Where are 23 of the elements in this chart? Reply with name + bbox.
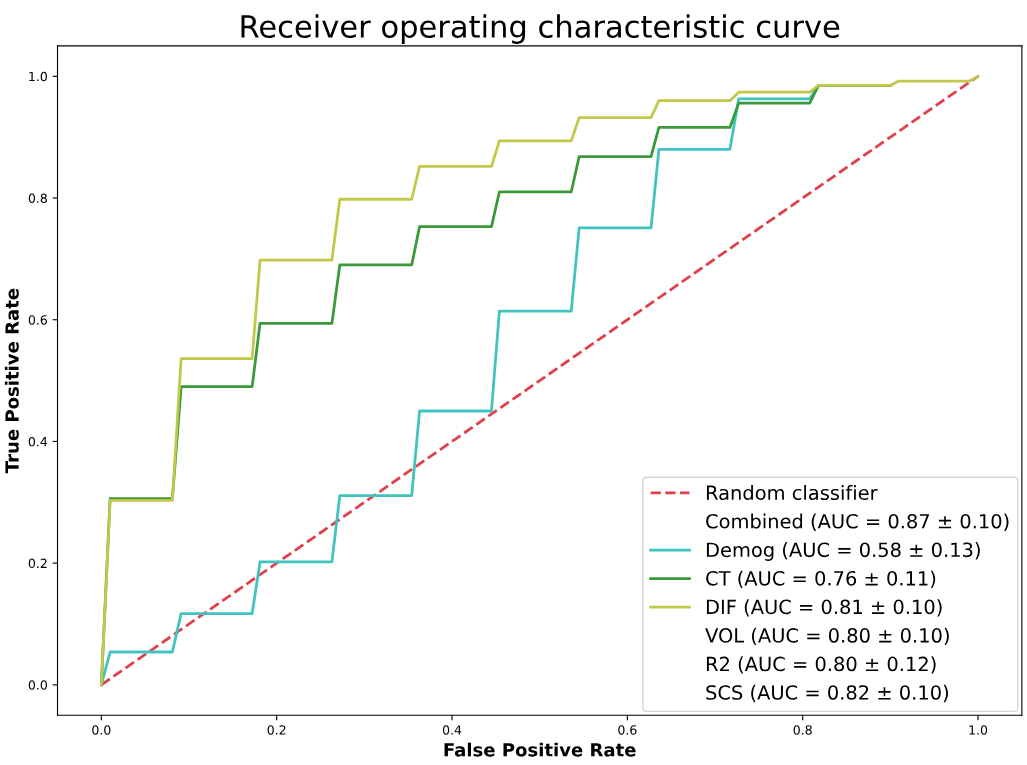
x-tick-label: 0.8	[793, 725, 812, 735]
x-tick-label: 0.0	[92, 725, 111, 735]
legend-label: Random classifier	[706, 485, 878, 501]
y-tick-label: 0.4	[28, 436, 48, 447]
text: Combined (AUC = 0.87 ± 0.10)	[706, 513, 1009, 531]
y-tick-label: 0.2	[28, 558, 47, 569]
x-tick-label: 0.2	[267, 725, 286, 735]
legend-label: Demog (AUC = 0.58 ± 0.13)	[706, 542, 980, 561]
y-tick-label: 1.0	[29, 71, 47, 82]
x-axis-title: False Positive Rate	[444, 742, 636, 757]
text: R2 (AUC = 0.80 ± 0.12)	[706, 656, 936, 674]
text: SCS (AUC = 0.82 ± 0.10)	[706, 684, 948, 703]
y-tick-label: 0.6	[28, 315, 47, 325]
chart-title: Receiver operating characteristic curve	[241, 14, 840, 44]
text: VOL (AUC = 0.80 ± 0.10)	[705, 627, 949, 646]
legend-label: CT (AUC = 0.76 ± 0.11)	[706, 570, 936, 588]
x-tick-label: 0.4	[442, 725, 462, 735]
y-axis-title: True Positive Rate	[4, 288, 19, 474]
x-tick-label: 1.0	[969, 725, 988, 735]
y-tick-label: 0.8	[28, 193, 47, 203]
legend-label: DIF (AUC = 0.81 ± 0.10)	[706, 599, 942, 617]
x-tick-label: 0.6	[618, 725, 637, 735]
y-tick-label: 0.0	[28, 680, 47, 690]
